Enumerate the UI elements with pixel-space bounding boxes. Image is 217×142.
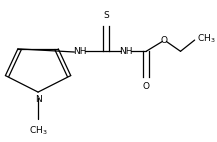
Text: CH$_3$: CH$_3$ [197,32,215,45]
Text: O: O [143,82,150,91]
Text: S: S [103,11,109,20]
Text: NH: NH [119,47,133,56]
Text: NH: NH [73,47,86,56]
Text: N: N [35,95,41,104]
Text: O: O [161,36,168,45]
Text: CH$_3$: CH$_3$ [29,124,47,137]
